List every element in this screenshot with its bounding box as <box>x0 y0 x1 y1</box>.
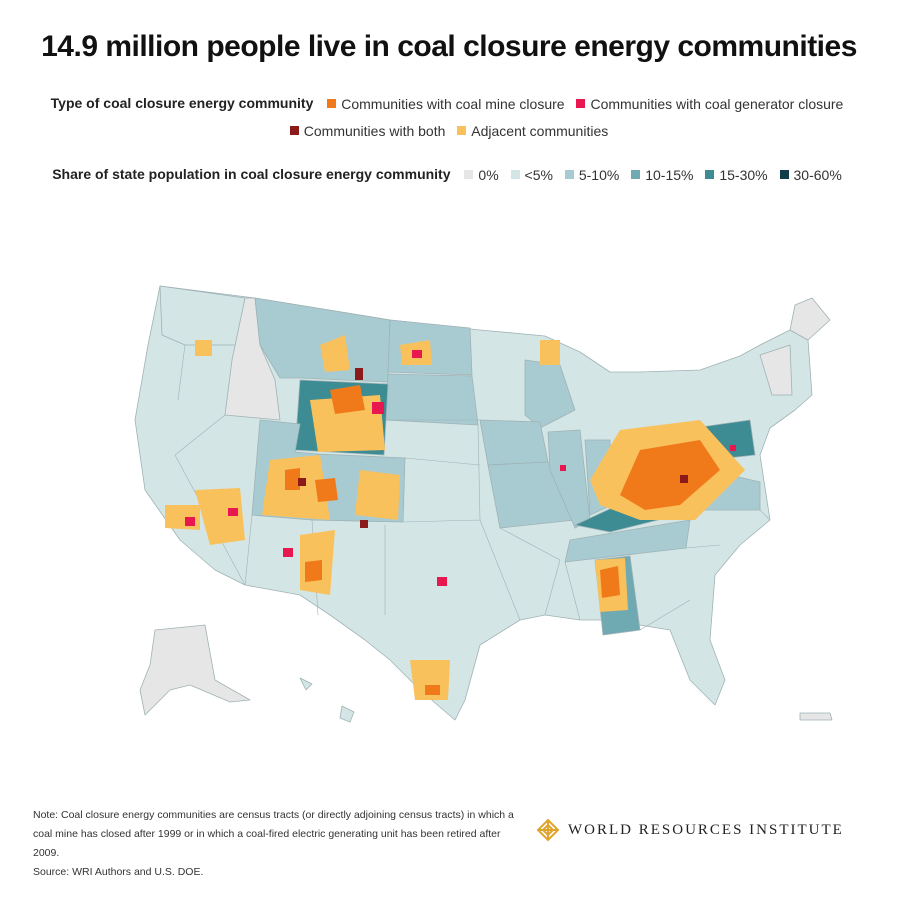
state-maine <box>789 297 831 341</box>
generator-closure-communities <box>185 350 736 586</box>
territory-puerto-rico <box>799 712 833 721</box>
swatch-share-0 <box>464 170 474 179</box>
swatch-adjacent <box>457 126 467 135</box>
state-washington <box>159 285 246 346</box>
both-communities <box>298 368 688 528</box>
share-item-0: 0% <box>464 166 499 183</box>
share-item-0-label: 0% <box>478 166 499 183</box>
share-item-5-label: 30-60% <box>793 166 842 183</box>
legend-item-both-label: Communities with both <box>303 122 446 139</box>
swatch-mine <box>327 99 337 108</box>
state-borders <box>174 344 771 631</box>
wri-logo-icon <box>536 818 560 842</box>
wri-brand: WORLD RESOURCES INSTITUTE <box>536 818 844 842</box>
share-item-2: 5-10% <box>564 166 620 183</box>
mine-closure-communities <box>285 385 720 695</box>
legend-item-generator-label: Communities with coal generator closure <box>590 95 844 112</box>
state-alaska <box>139 624 251 716</box>
share-item-5: 30-60% <box>779 166 842 183</box>
swatch-share-5 <box>779 170 789 179</box>
type-legend-label: Type of coal closure energy community <box>50 95 314 111</box>
us-map <box>134 285 833 723</box>
state-iowa <box>479 419 549 466</box>
share-item-2-label: 5-10% <box>578 166 620 183</box>
legend-item-mine: Communities with coal mine closure <box>327 95 565 112</box>
state-south-dakota <box>385 373 479 426</box>
share-legend-row: Share of state population in coal closur… <box>0 166 898 183</box>
swatch-generator <box>576 99 586 108</box>
state-hawaii <box>299 677 355 723</box>
swatch-share-4 <box>705 170 715 179</box>
note-text: Note: Coal closure energy communities ar… <box>33 809 514 859</box>
map-note: Note: Coal closure energy communities ar… <box>33 806 523 882</box>
share-item-4-label: 15-30% <box>719 166 768 183</box>
legend-item-generator: Communities with coal generator closure <box>576 96 843 112</box>
swatch-share-3 <box>631 170 641 179</box>
swatch-both <box>289 126 299 135</box>
legend-item-mine-label: Communities with coal mine closure <box>341 95 565 112</box>
type-legend-row-2: Communities with both Adjacent communiti… <box>0 122 898 139</box>
state-vermont-nh <box>759 344 793 396</box>
legend-item-both: Communities with both <box>289 122 446 139</box>
legend-item-adjacent-label: Adjacent communities <box>471 122 609 139</box>
share-legend-label: Share of state population in coal closur… <box>52 166 451 182</box>
brand-name: WORLD RESOURCES INSTITUTE <box>568 821 844 838</box>
share-item-3: 10-15% <box>631 167 693 183</box>
share-item-1: <5% <box>510 166 553 183</box>
state-montana <box>254 297 391 383</box>
source-text: Source: WRI Authors and U.S. DOE. <box>33 866 204 878</box>
type-legend-row-1: Type of coal closure energy community Co… <box>0 95 898 112</box>
swatch-share-1 <box>510 170 520 179</box>
map-title: 14.9 million people live in coal closure… <box>41 30 857 63</box>
swatch-share-2 <box>564 170 574 179</box>
legend-item-adjacent: Adjacent communities <box>457 123 608 139</box>
share-item-4: 15-30% <box>705 166 768 183</box>
share-item-1-label: <5% <box>524 166 553 183</box>
share-item-3-label: 10-15% <box>645 166 694 183</box>
